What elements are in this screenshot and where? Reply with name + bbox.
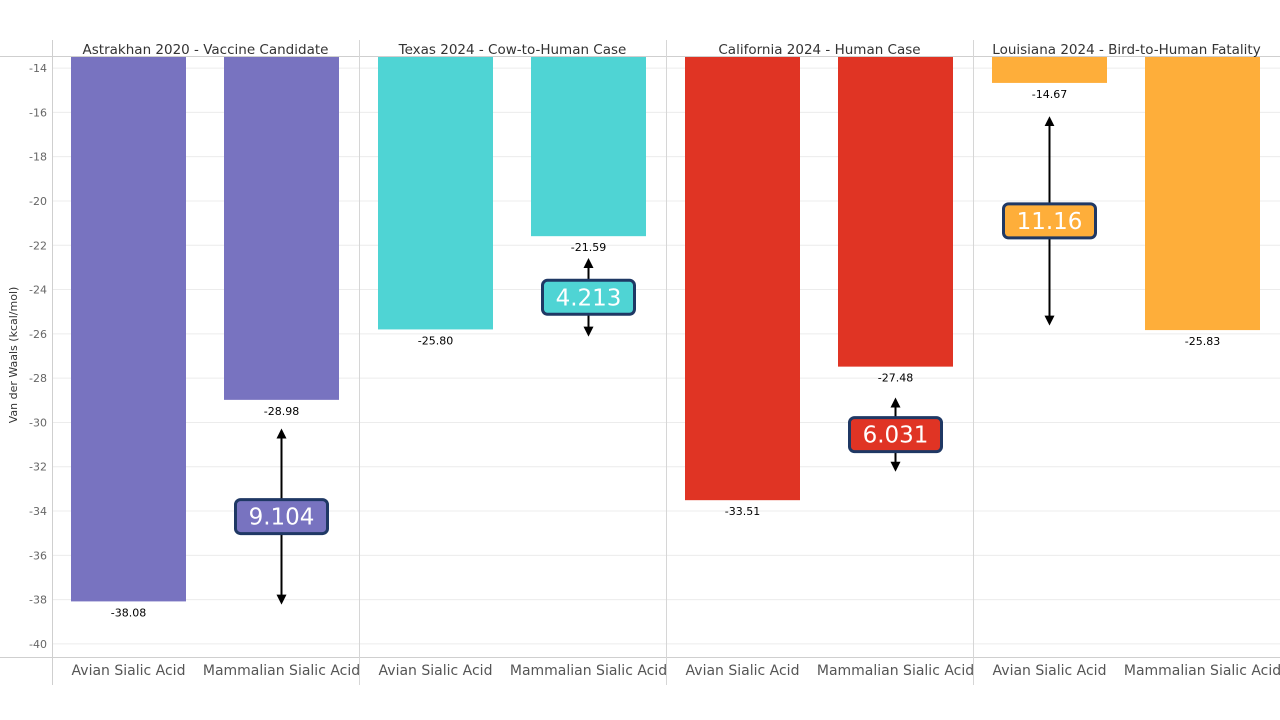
y-tick-label: -24 <box>29 284 47 297</box>
difference-value: 4.213 <box>556 285 622 311</box>
bar-mammalian <box>838 57 953 367</box>
bar-mammalian <box>224 57 339 400</box>
frame <box>0 40 1280 685</box>
difference-value: 6.031 <box>863 423 929 449</box>
y-tick-label: -38 <box>29 594 47 607</box>
y-tick-label: -32 <box>29 461 47 474</box>
y-tick-label: -22 <box>29 239 47 252</box>
bar-mammalian <box>1145 57 1260 331</box>
difference-value: 9.104 <box>249 505 315 531</box>
bars <box>71 57 1260 602</box>
y-axis-label: Van der Waals (kcal/mol) <box>7 287 20 424</box>
panel-title: Louisiana 2024 - Bird-to-Human Fatality <box>992 42 1260 58</box>
bar-mammalian <box>531 57 646 237</box>
data-label: -28.98 <box>264 405 299 418</box>
data-label: -33.51 <box>725 505 760 518</box>
y-tick-label: -20 <box>29 195 47 208</box>
data-label: -25.83 <box>1185 335 1220 348</box>
bar-avian <box>378 57 493 330</box>
y-tick-label: -18 <box>29 151 47 164</box>
category-label: Mammalian Sialic Acid <box>1124 663 1280 679</box>
data-label: -21.59 <box>571 241 606 254</box>
y-axis: -14 -16 -18 -20 -22 -24 -26 -28 -30 -32 -34 -36 -38 -… <box>29 62 47 651</box>
annotations: 9.104 4.213 6.031 11.16 <box>234 116 1097 605</box>
y-tick-label: -26 <box>29 328 47 341</box>
data-label: -27.48 <box>878 372 913 385</box>
y-tick-label: -40 <box>29 638 47 651</box>
panel-title: Texas 2024 - Cow-to-Human Case <box>398 42 627 58</box>
category-label: Mammalian Sialic Acid <box>203 663 360 679</box>
difference-box <box>1002 202 1097 240</box>
panel-title: California 2024 - Human Case <box>718 42 920 58</box>
difference-box <box>848 416 943 454</box>
difference-box <box>234 498 329 536</box>
category-label: Avian Sialic Acid <box>686 663 800 679</box>
y-tick-label: -28 <box>29 372 47 385</box>
bar-avian <box>71 57 186 602</box>
y-tick-label: -16 <box>29 106 47 119</box>
category-label: Mammalian Sialic Acid <box>817 663 974 679</box>
data-label: -38.08 <box>111 606 146 619</box>
difference-box <box>541 278 636 316</box>
category-label: Mammalian Sialic Acid <box>510 663 667 679</box>
category-label: Avian Sialic Acid <box>993 663 1107 679</box>
category-label: Avian Sialic Acid <box>72 663 186 679</box>
y-tick-label: -36 <box>29 549 47 562</box>
y-tick-label: -14 <box>29 62 47 75</box>
data-label: -14.67 <box>1032 88 1067 101</box>
panel-title: Astrakhan 2020 - Vaccine Candidate <box>83 42 329 58</box>
bar-avian <box>992 57 1107 83</box>
difference-value: 11.16 <box>1017 209 1083 235</box>
data-label: -25.80 <box>418 334 453 347</box>
bar-avian <box>685 57 800 501</box>
y-tick-label: -30 <box>29 416 47 429</box>
labels: Astrakhan 2020 - Vaccine Candidate -38.08… <box>72 42 1280 679</box>
y-tick-label: -34 <box>29 505 47 518</box>
category-label: Avian Sialic Acid <box>379 663 493 679</box>
